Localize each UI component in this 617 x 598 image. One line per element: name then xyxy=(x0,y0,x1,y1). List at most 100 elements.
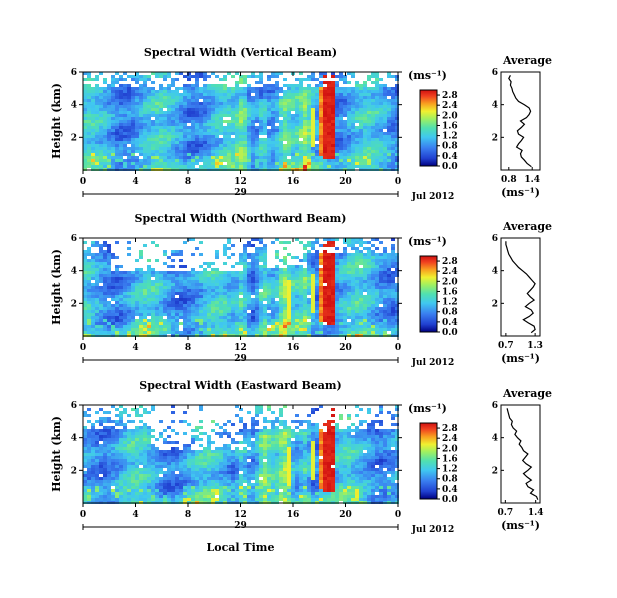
chart-2-ytick-label: 2 xyxy=(71,299,77,309)
chart-1-colorbar-tick-label: 1.6 xyxy=(442,121,458,131)
chart-1-ytick-label: 4 xyxy=(71,101,77,111)
chart-1-heatmap xyxy=(83,72,399,171)
chart-3-average-line xyxy=(506,408,539,500)
chart-3-xtick-label: 20 xyxy=(339,510,352,520)
chart-3-colorbar-tick-label: 0.4 xyxy=(442,485,458,495)
chart-3-colorbar xyxy=(419,422,438,500)
chart-1-xtick-label: 0 xyxy=(80,177,86,187)
chart-1-ytick-label: 6 xyxy=(71,68,77,78)
chart-2-xtick-label: 0 xyxy=(80,343,86,353)
chart-3-title: Spectral Width (Eastward Beam) xyxy=(139,379,341,392)
chart-3-month-label: Jul 2012 xyxy=(411,525,454,535)
chart-3-ytick-label: 4 xyxy=(71,434,77,444)
chart-3-average-xlabel: (ms⁻¹) xyxy=(501,519,540,532)
chart-2-colorbar-tick-label: 2.0 xyxy=(442,277,458,287)
chart-2-ylabel: Height (km) xyxy=(50,249,63,325)
chart-3-ylabel: Height (km) xyxy=(50,416,63,492)
chart-3-colorbar-tick-label: 0.8 xyxy=(442,475,458,485)
chart-2-xtick-label: 0 xyxy=(395,343,401,353)
chart-3-colorbar-tick-label: 2.8 xyxy=(442,424,458,434)
chart-1-colorbar-tick-label: 2.0 xyxy=(442,111,458,121)
chart-3-average-title: Average xyxy=(502,387,552,400)
chart-3-xtick-label: 16 xyxy=(287,510,300,520)
chart-3-xlabel: Local Time xyxy=(207,541,275,554)
chart-2-colorbar-tick-label: 0.4 xyxy=(442,318,458,328)
chart-1-colorbar-tick-label: 1.2 xyxy=(442,132,458,142)
chart-1-colorbar-tick-label: 2.4 xyxy=(442,101,458,111)
chart-2-day-label: 29 xyxy=(234,354,247,364)
chart-1-xtick-label: 4 xyxy=(132,177,138,187)
chart-3-xtick-label: 0 xyxy=(80,510,86,520)
chart-2-average-xtick-label: 0.7 xyxy=(498,341,514,351)
chart-1-average-frame xyxy=(500,71,541,171)
chart-2-colorbar-tick-label: 2.4 xyxy=(442,267,458,277)
chart-2-xtick-label: 12 xyxy=(234,343,247,353)
chart-3-average-ytick-label: 2 xyxy=(492,466,498,476)
chart-3-xtick-label: 8 xyxy=(185,510,191,520)
chart-2-colorbar-unit: (ms⁻¹) xyxy=(408,235,447,248)
chart-1-title: Spectral Width (Vertical Beam) xyxy=(144,46,337,59)
chart-2-colorbar-tick-label: 0.8 xyxy=(442,308,458,318)
chart-2-average-ytick-label: 2 xyxy=(492,299,498,309)
chart-2-xtick-label: 4 xyxy=(132,343,138,353)
chart-2-xtick-label: 16 xyxy=(287,343,300,353)
chart-1-average-line xyxy=(508,75,532,168)
chart-1-ylabel: Height (km) xyxy=(50,83,63,159)
chart-1-average-xtick-label: 1.4 xyxy=(524,175,540,185)
chart-2-ytick-label: 4 xyxy=(71,267,77,277)
chart-3-average-ytick-label: 6 xyxy=(492,401,498,411)
chart-2-colorbar-tick-label: 1.6 xyxy=(442,287,458,297)
chart-3-heatmap xyxy=(83,405,399,504)
chart-1-colorbar-tick-label: 0.0 xyxy=(442,162,458,172)
chart-3-ytick-label: 2 xyxy=(71,466,77,476)
chart-1-xtick-label: 0 xyxy=(395,177,401,187)
chart-2-average-line xyxy=(505,241,536,334)
chart-3-ytick-label: 6 xyxy=(71,401,77,411)
chart-2-month-label: Jul 2012 xyxy=(411,358,454,368)
chart-1-average-ytick-label: 2 xyxy=(492,133,498,143)
chart-2-xtick-label: 8 xyxy=(185,343,191,353)
chart-3-xtick-label: 0 xyxy=(395,510,401,520)
chart-2-average-ytick-label: 6 xyxy=(492,234,498,244)
chart-2-heatmap xyxy=(83,238,399,337)
chart-1-colorbar xyxy=(419,89,438,167)
chart-2-ytick-label: 6 xyxy=(71,234,77,244)
chart-3-xtick-label: 4 xyxy=(132,510,138,520)
chart-1-ytick-label: 2 xyxy=(71,133,77,143)
chart-1-colorbar-tick-label: 0.8 xyxy=(442,142,458,152)
chart-3-colorbar-unit: (ms⁻¹) xyxy=(408,402,447,415)
chart-2-average-xtick-label: 1.3 xyxy=(527,341,543,351)
chart-2-average-xlabel: (ms⁻¹) xyxy=(501,352,540,365)
chart-2-title: Spectral Width (Northward Beam) xyxy=(135,212,347,225)
chart-1-day-label: 29 xyxy=(234,188,247,198)
chart-3-day-label: 29 xyxy=(234,521,247,531)
chart-2-colorbar xyxy=(419,255,438,333)
chart-1-xtick-label: 16 xyxy=(287,177,300,187)
chart-2-colorbar-tick-label: 2.8 xyxy=(442,257,458,267)
chart-1-month-label: Jul 2012 xyxy=(411,192,454,202)
chart-2-average-ytick-label: 4 xyxy=(492,267,498,277)
chart-1-average-title: Average xyxy=(502,54,552,67)
chart-1-colorbar-unit: (ms⁻¹) xyxy=(408,69,447,82)
chart-3-xtick-label: 12 xyxy=(234,510,247,520)
chart-1-xtick-label: 12 xyxy=(234,177,247,187)
chart-3-colorbar-tick-label: 2.0 xyxy=(442,444,458,454)
chart-2-colorbar-tick-label: 0.0 xyxy=(442,328,458,338)
chart-3-colorbar-tick-label: 2.4 xyxy=(442,434,458,444)
chart-1-average-xtick-label: 0.8 xyxy=(501,175,517,185)
chart-3-colorbar-tick-label: 0.0 xyxy=(442,495,458,505)
chart-1-average-ytick-label: 4 xyxy=(492,101,498,111)
chart-3-average-ytick-label: 4 xyxy=(492,434,498,444)
chart-1-xtick-label: 8 xyxy=(185,177,191,187)
chart-3-average-frame xyxy=(500,404,541,504)
chart-3-average-xtick-label: 1.4 xyxy=(528,508,544,518)
chart-1-xtick-label: 20 xyxy=(339,177,352,187)
chart-1-colorbar-tick-label: 0.4 xyxy=(442,152,458,162)
chart-2-colorbar-tick-label: 1.2 xyxy=(442,298,458,308)
chart-2-xtick-label: 20 xyxy=(339,343,352,353)
chart-1-average-xlabel: (ms⁻¹) xyxy=(501,186,540,199)
chart-2-average-frame xyxy=(500,237,541,337)
chart-1-colorbar-tick-label: 2.8 xyxy=(442,91,458,101)
chart-3-average-xtick-label: 0.7 xyxy=(497,508,513,518)
